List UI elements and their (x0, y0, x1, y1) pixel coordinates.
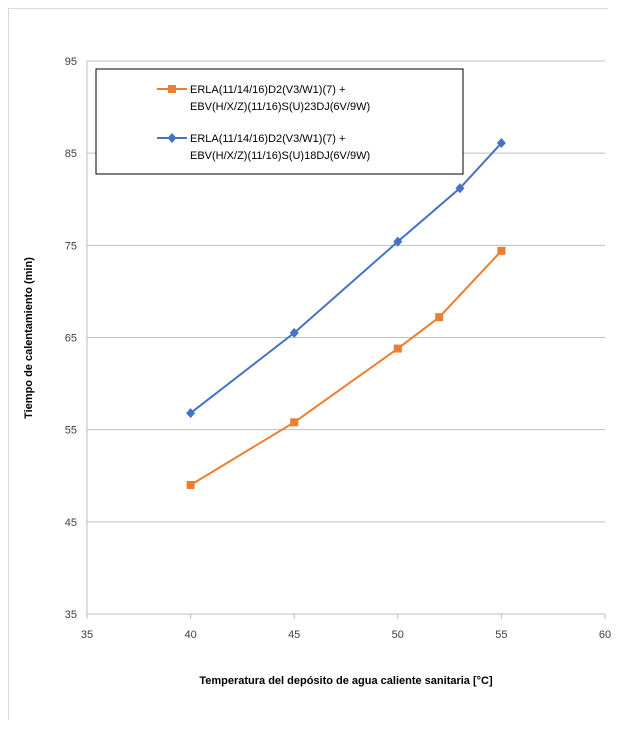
x-tick-label: 60 (599, 629, 611, 641)
x-tick-labels: 35 40 45 50 55 60 (81, 614, 611, 641)
legend: ERLA(11/14/16)D2(V3/W1)(7) + EBV(H/X/Z)(1… (95, 68, 464, 175)
data-point (186, 480, 195, 489)
legend-label-line: ERLA(11/14/16)D2(V3/W1)(7) + (190, 133, 345, 145)
y-tick-label: 65 (65, 333, 77, 345)
legend-entry-1: ERLA(11/14/16)D2(V3/W1)(7) + EBV(H/X/Z)(1… (157, 84, 370, 113)
y-tick-label: 45 (65, 517, 77, 529)
data-point (186, 408, 196, 419)
series-2 (186, 138, 506, 419)
data-point (496, 138, 506, 149)
legend-label-line: EBV(H/X/Z)(11/16)S(U)23DJ(6V/9W) (190, 101, 370, 113)
legend-label-line: ERLA(11/14/16)D2(V3/W1)(7) + (190, 84, 345, 96)
legend-entry-2: ERLA(11/14/16)D2(V3/W1)(7) + EBV(H/X/Z)(1… (157, 133, 370, 162)
x-tick-label: 55 (495, 629, 507, 641)
legend-marker (168, 85, 176, 93)
series-group (186, 138, 506, 489)
axes (86, 61, 605, 615)
data-point (497, 246, 506, 255)
x-tick-label: 35 (81, 629, 93, 641)
y-tick-label: 95 (65, 56, 77, 68)
data-point (393, 236, 403, 247)
data-point (455, 183, 465, 194)
data-point (393, 344, 402, 353)
legend-marker (167, 133, 177, 143)
y-tick-label: 85 (65, 148, 77, 160)
y-tick-label: 75 (65, 240, 77, 252)
y-tick-label: 35 (65, 609, 77, 621)
data-point (435, 313, 444, 322)
x-axis-title: Temperatura del depósito de agua calient… (199, 675, 493, 687)
x-tick-label: 50 (392, 629, 404, 641)
data-point (290, 418, 299, 427)
chart-frame (8, 8, 608, 720)
x-tick-label: 45 (288, 629, 300, 641)
series-1 (186, 246, 506, 489)
series-line (189, 142, 503, 414)
legend-label-line: EBV(H/X/Z)(11/16)S(U)18DJ(6V/9W) (190, 150, 370, 162)
x-tick-label: 40 (184, 629, 196, 641)
y-tick-labels: 35 45 55 65 75 85 95 (65, 56, 77, 621)
data-point (289, 327, 299, 338)
y-tick-label: 55 (65, 425, 77, 437)
legend-box (95, 68, 464, 175)
y-axis-title: Tiempo de calentamiento (min) (23, 257, 35, 419)
